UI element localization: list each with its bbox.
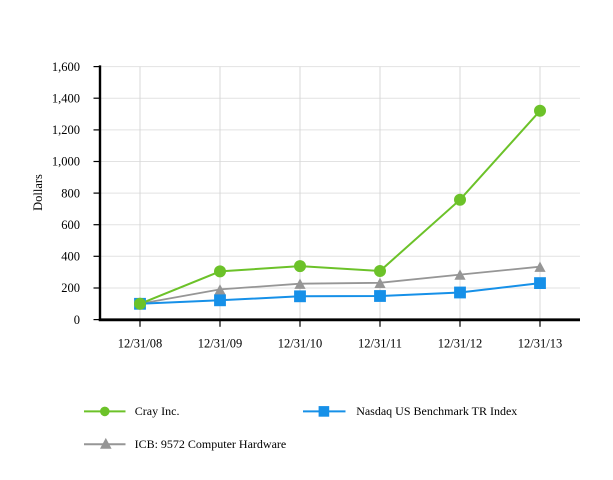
svg-text:1,400: 1,400 [52, 91, 80, 105]
svg-text:12/31/09: 12/31/09 [198, 337, 242, 351]
svg-text:400: 400 [61, 250, 80, 264]
svg-text:1,200: 1,200 [52, 123, 80, 137]
svg-text:Cray Inc.: Cray Inc. [135, 404, 180, 418]
svg-text:12/31/08: 12/31/08 [118, 337, 162, 351]
svg-text:200: 200 [61, 281, 80, 295]
svg-text:1,600: 1,600 [52, 60, 80, 74]
svg-text:Dollars: Dollars [31, 174, 45, 211]
svg-text:ICB: 9572 Computer Hardware: ICB: 9572 Computer Hardware [135, 437, 287, 451]
svg-text:12/31/11: 12/31/11 [358, 337, 402, 351]
svg-text:Nasdaq US Benchmark TR Index: Nasdaq US Benchmark TR Index [356, 404, 517, 418]
svg-text:12/31/13: 12/31/13 [518, 337, 562, 351]
svg-text:12/31/10: 12/31/10 [278, 337, 322, 351]
svg-text:0: 0 [74, 313, 80, 327]
svg-text:800: 800 [61, 186, 80, 200]
svg-text:600: 600 [61, 218, 80, 232]
svg-text:12/31/12: 12/31/12 [438, 337, 482, 351]
svg-text:1,000: 1,000 [52, 155, 80, 169]
